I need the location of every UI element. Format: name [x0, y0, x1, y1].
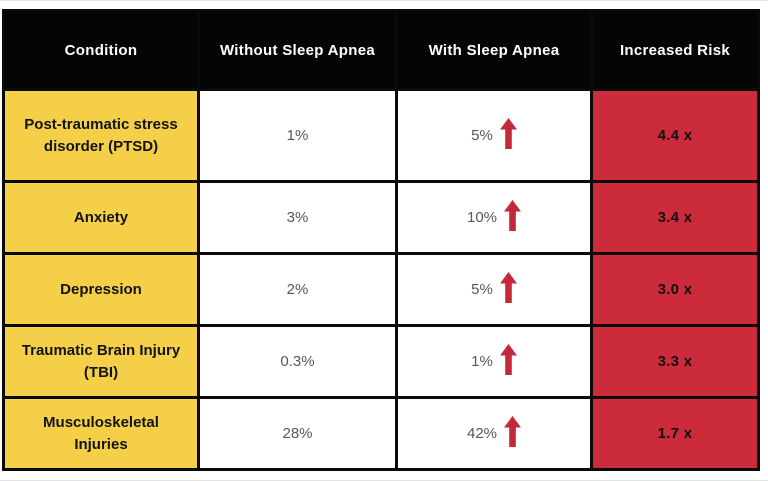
with-value-cell: 5%: [398, 91, 590, 180]
with-value: 1%: [471, 353, 493, 370]
with-value-cell: 5%: [398, 255, 590, 324]
condition-cell-musculoskeletal: Musculoskeletal Injuries: [5, 399, 197, 468]
with-value: 5%: [471, 281, 493, 298]
up-arrow-icon: [504, 200, 522, 231]
risk-value: 1.7 x: [593, 399, 757, 468]
risk-value: 4.4 x: [593, 91, 757, 180]
without-value: 2%: [200, 255, 395, 324]
condition-cell-tbi: Traumatic Brain Injury (TBI): [5, 327, 197, 396]
header-increased-risk: Increased Risk: [593, 12, 757, 88]
with-value: 5%: [471, 127, 493, 144]
with-value: 42%: [466, 425, 498, 442]
condition-cell-ptsd: Post-traumatic stress disorder (PTSD): [5, 91, 197, 180]
risk-value: 3.4 x: [593, 183, 757, 252]
risk-value: 3.0 x: [593, 255, 757, 324]
up-arrow-icon: [499, 344, 517, 375]
with-value-cell: 10%: [398, 183, 590, 252]
without-value: 3%: [200, 183, 395, 252]
up-arrow-icon: [504, 416, 522, 447]
up-arrow-icon: [499, 118, 517, 149]
with-value-cell: 1%: [398, 327, 590, 396]
without-value: 28%: [200, 399, 395, 468]
with-value: 10%: [466, 209, 498, 226]
header-with-sleep-apnea: With Sleep Apnea: [398, 12, 590, 88]
condition-cell-depression: Depression: [5, 255, 197, 324]
header-without-sleep-apnea: Without Sleep Apnea: [200, 12, 395, 88]
header-condition: Condition: [5, 12, 197, 88]
condition-cell-anxiety: Anxiety: [5, 183, 197, 252]
sleep-apnea-risk-table: Condition Without Sleep Apnea With Sleep…: [2, 9, 760, 471]
without-value: 1%: [200, 91, 395, 180]
risk-value: 3.3 x: [593, 327, 757, 396]
up-arrow-icon: [499, 272, 517, 303]
without-value: 0.3%: [200, 327, 395, 396]
with-value-cell: 42%: [398, 399, 590, 468]
